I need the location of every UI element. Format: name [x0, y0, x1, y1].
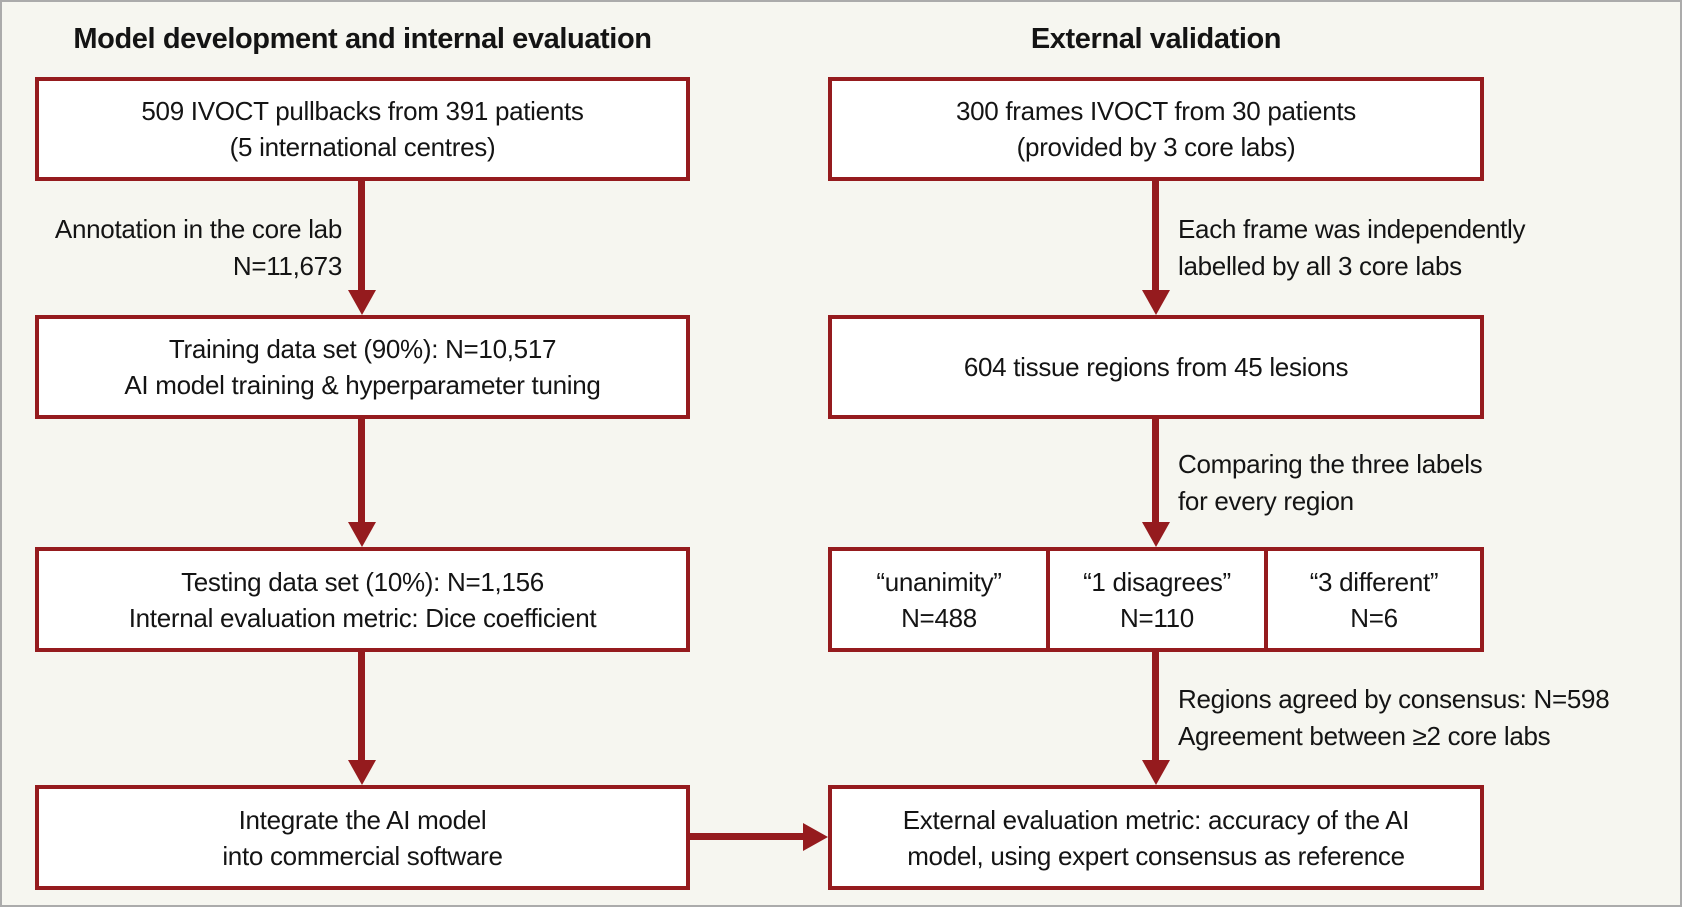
annotation-core-lab: Annotation in the core lab N=11,673: [55, 211, 342, 285]
right-column-heading: External validation: [1030, 23, 1282, 55]
box-unanimity: “unanimity” N=488: [828, 547, 1050, 652]
box-one-disagrees-line1: “1 disagrees”: [1083, 566, 1231, 597]
annotation-comparing: Comparing the three labels for every reg…: [1178, 446, 1483, 520]
box-unanimity-line2: N=488: [901, 602, 977, 633]
box-external-metric-line2: model, using expert consensus as referen…: [907, 840, 1405, 871]
left-column-heading: Model development and internal evaluatio…: [73, 23, 652, 55]
box-one-disagrees: “1 disagrees” N=110: [1046, 547, 1268, 652]
arrow-head-icon: [803, 823, 828, 851]
right-arrow-integrate-to-external: [690, 823, 828, 851]
arrow-shaft: [358, 652, 365, 763]
arrow-head-icon: [1142, 522, 1170, 547]
box-external-metric: External evaluation metric: accuracy of …: [828, 785, 1484, 890]
arrow-head-icon: [348, 760, 376, 785]
arrow-shaft: [358, 181, 365, 293]
down-arrow-left-1: [348, 181, 376, 315]
box-testing-line1: Testing data set (10%): N=1,156: [181, 566, 544, 597]
arrow-shaft: [690, 833, 806, 840]
down-arrow-right-2: [1142, 419, 1170, 547]
arrow-head-icon: [348, 290, 376, 315]
annotation-consensus-line1: Regions agreed by consensus: N=598: [1178, 684, 1610, 714]
box-frames-line1: 300 frames IVOCT from 30 patients: [955, 96, 1357, 126]
down-arrow-left-2: [348, 419, 376, 547]
arrow-head-icon: [1142, 290, 1170, 315]
arrow-shaft: [1152, 419, 1159, 525]
box-pullbacks-line2: (5 international centres): [229, 132, 496, 162]
box-regions-line1: 604 tissue regions from 45 lesions: [963, 352, 1349, 382]
box-frames: 300 frames IVOCT from 30 patients (provi…: [828, 77, 1484, 181]
annotation-consensus-line2: Agreement between ≥2 core labs: [1178, 721, 1551, 751]
box-integrate-line1: Integrate the AI model: [238, 804, 487, 835]
down-arrow-right-3: [1142, 652, 1170, 785]
box-three-different-line2: N=6: [1350, 602, 1398, 633]
box-training-line2: AI model training & hyperparameter tunin…: [124, 370, 601, 400]
arrow-shaft: [1152, 652, 1159, 763]
annotation-comparing-line1: Comparing the three labels: [1178, 449, 1483, 479]
box-integrate: Integrate the AI model into commercial s…: [35, 785, 690, 890]
arrow-head-icon: [1142, 760, 1170, 785]
box-pullbacks-line1: 509 IVOCT pullbacks from 391 patients: [141, 96, 584, 126]
arrow-shaft: [1152, 181, 1159, 293]
box-testing: Testing data set (10%): N=1,156 Internal…: [35, 547, 690, 652]
box-regions: 604 tissue regions from 45 lesions: [828, 315, 1484, 419]
down-arrow-left-3: [348, 652, 376, 785]
box-frames-line2: (provided by 3 core labs): [1016, 132, 1296, 162]
annotation-core-lab-line2: N=11,673: [232, 251, 342, 281]
annotation-labelling-line1: Each frame was independently: [1178, 214, 1526, 244]
box-unanimity-line1: “unanimity”: [876, 566, 1002, 597]
box-three-different: “3 different” N=6: [1264, 547, 1484, 652]
box-three-different-line1: “3 different”: [1309, 566, 1439, 597]
box-external-metric-line1: External evaluation metric: accuracy of …: [902, 804, 1410, 835]
annotation-consensus: Regions agreed by consensus: N=598 Agree…: [1178, 681, 1610, 755]
box-training-line1: Training data set (90%): N=10,517: [168, 334, 557, 364]
box-pullbacks: 509 IVOCT pullbacks from 391 patients (5…: [35, 77, 690, 181]
box-integrate-line2: into commercial software: [222, 840, 503, 871]
arrow-shaft: [358, 419, 365, 525]
box-testing-line2: Internal evaluation metric: Dice coeffic…: [128, 602, 597, 633]
annotation-comparing-line2: for every region: [1178, 486, 1354, 516]
annotation-core-lab-line1: Annotation in the core lab: [54, 214, 342, 244]
box-training: Training data set (90%): N=10,517 AI mod…: [35, 315, 690, 419]
down-arrow-right-1: [1142, 181, 1170, 315]
box-one-disagrees-line2: N=110: [1120, 602, 1194, 633]
annotation-labelling: Each frame was independently labelled by…: [1178, 211, 1525, 285]
arrow-head-icon: [348, 522, 376, 547]
annotation-labelling-line2: labelled by all 3 core labs: [1178, 251, 1462, 281]
